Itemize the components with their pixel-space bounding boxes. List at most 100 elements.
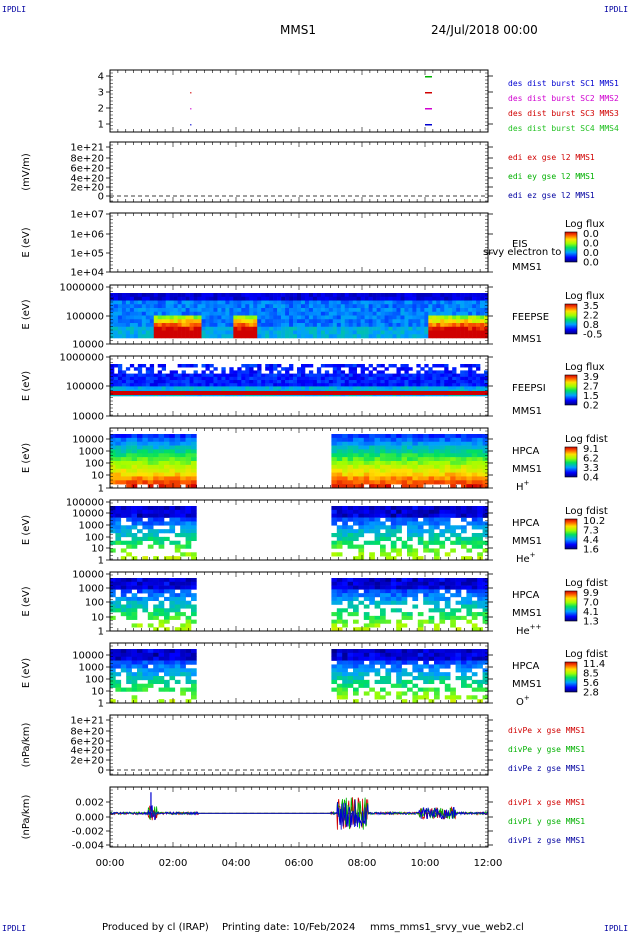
feepse-cell <box>173 326 178 331</box>
hpca_he-cell <box>390 509 397 515</box>
feepse-cell <box>332 315 338 320</box>
feepse-cell <box>424 319 429 324</box>
feepse-cell <box>428 293 433 298</box>
hpca_o-cell <box>142 656 149 661</box>
hpca_he-cell <box>169 513 176 518</box>
feepsi-cell <box>193 373 198 378</box>
hpca_hepp-cell <box>336 581 343 586</box>
hpca_h-cell <box>434 468 440 473</box>
hpca_he-cell <box>412 506 419 511</box>
hpca_o-cell <box>110 649 116 654</box>
hpca_hepp-cell <box>439 585 446 590</box>
colorbar-tick-label: 0.2 <box>583 401 599 412</box>
feepse-cell <box>289 319 294 324</box>
hpca_he-cell <box>380 544 386 549</box>
feepse-cell <box>269 296 274 301</box>
feepsi-cell <box>448 383 453 387</box>
feepse-cell <box>444 330 449 335</box>
hpca_h-cell <box>374 468 381 473</box>
feepsi-cell <box>145 376 151 381</box>
corner-tag-top-right: IPDLI <box>604 5 628 14</box>
feepse-cell <box>257 326 262 331</box>
hpca_hepp-cell <box>174 585 181 590</box>
feepse-cell <box>233 315 238 320</box>
hpca_hepp-cell <box>363 612 370 617</box>
feepse-cell <box>209 293 214 298</box>
feepsi-cell <box>269 376 274 381</box>
hpca_he-cell <box>363 540 370 545</box>
feepsi-cell <box>173 370 178 374</box>
feepsi-cell <box>233 386 238 390</box>
feepse-cell <box>448 293 453 298</box>
feepse-cell <box>424 330 429 335</box>
feepsi-cell <box>392 386 397 390</box>
feepse-cell <box>348 300 354 305</box>
feepse-cell <box>297 319 302 324</box>
feepse-cell <box>161 293 167 298</box>
feepsi-cell <box>432 376 437 381</box>
hpca_h-cell <box>347 476 354 481</box>
hpca_o-cell <box>164 664 170 669</box>
hpca_he-cell <box>417 533 424 538</box>
feepse-cell <box>113 304 119 309</box>
feepse-cell <box>404 300 409 305</box>
hpca_o-cell <box>358 683 365 688</box>
feepse-cell <box>464 315 469 320</box>
hpca_hepp-cell <box>417 623 424 628</box>
hpca_he-cell <box>126 513 132 518</box>
feepsi-cell <box>476 383 481 387</box>
hpca_h-cell <box>131 468 138 473</box>
hpca_he-cell <box>142 536 149 542</box>
feepse-cell <box>432 304 437 309</box>
hpca_he-cell <box>380 525 386 530</box>
hpca_h-cell <box>164 468 170 473</box>
feepsi-cell <box>348 380 354 384</box>
feepse-cell <box>328 330 334 335</box>
feepsi-cell <box>368 364 373 368</box>
hpca_he-cell <box>417 506 424 511</box>
feepse-cell <box>253 296 258 301</box>
hpca_h-cell <box>412 453 419 458</box>
feepsi-cell <box>324 383 330 387</box>
y-tick-label: 8e+20 <box>70 154 104 165</box>
feepsi-cell <box>364 367 369 371</box>
feepse-cell <box>237 293 242 298</box>
hpca_o-cell <box>353 687 359 692</box>
hpca_h-cell <box>331 445 338 450</box>
feepsi-cell <box>304 373 310 378</box>
feepse-cell <box>261 330 266 335</box>
hpca_o-cell <box>347 664 354 669</box>
feepsi-cell <box>149 370 155 374</box>
feepsi-cell <box>312 386 318 390</box>
hpca_he-cell <box>126 506 132 511</box>
feepsi-cell <box>149 373 155 378</box>
feepsi-cell <box>348 367 354 371</box>
feepse-cell <box>476 323 481 328</box>
feepsi-cell <box>308 380 314 384</box>
feepse-cell <box>113 319 119 324</box>
feepse-cell <box>149 315 155 320</box>
feepse-cell <box>245 304 250 309</box>
feepsi-cell <box>229 383 234 387</box>
hpca_hepp-cell <box>174 581 181 586</box>
feepsi-cell <box>332 364 338 368</box>
hpca_he-cell <box>115 506 122 511</box>
feepse-cell <box>420 300 425 305</box>
hpca_hepp-cell <box>110 589 116 594</box>
feepse-cell <box>412 293 417 298</box>
hpca_hepp-cell <box>471 581 478 586</box>
feepsi-cell <box>289 367 294 371</box>
hpca_o-cell <box>131 649 138 654</box>
hpca_h-cell <box>147 449 154 454</box>
feepse-cell <box>384 308 389 313</box>
hpca_h-cell <box>126 453 132 458</box>
hpca_he-cell <box>412 552 419 557</box>
hpca_h-cell <box>417 484 424 489</box>
feepse-cell <box>265 330 270 335</box>
feepse-cell <box>304 296 310 301</box>
hpca_h-cell <box>385 437 392 443</box>
hpca_hepp-cell <box>471 585 478 590</box>
hpca_o-cell <box>358 660 365 665</box>
feepsi-cell <box>269 367 274 371</box>
